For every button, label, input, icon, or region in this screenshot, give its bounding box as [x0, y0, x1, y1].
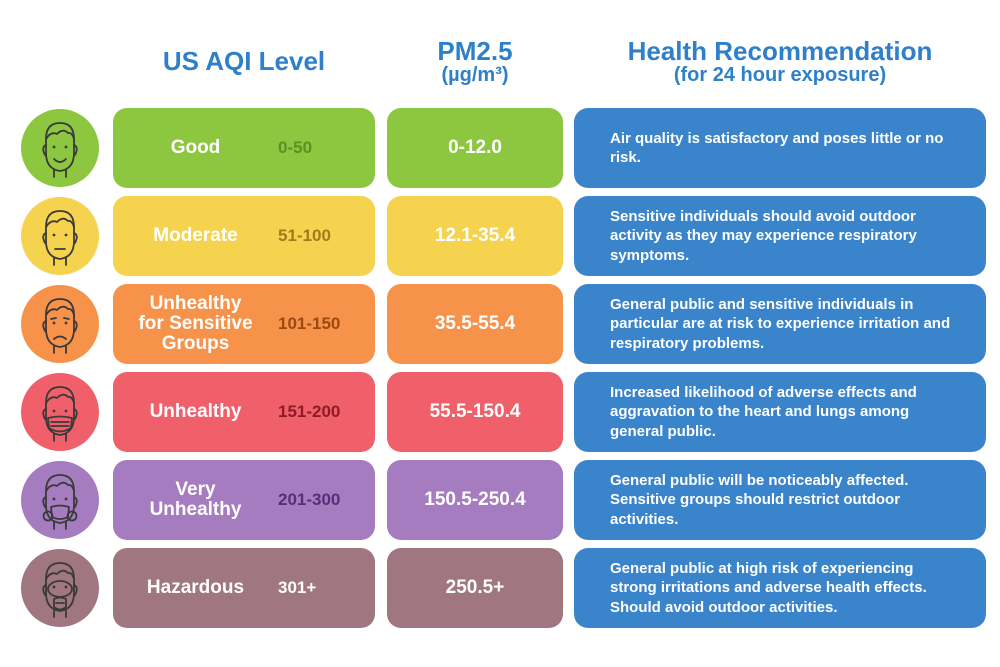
- aqi-row: Unhealthy 151-200 55.5-150.4 Increased like…: [0, 372, 1000, 452]
- header-pm25-unit: (µg/m³): [441, 64, 509, 87]
- aqi-range: 51-100: [278, 226, 331, 245]
- aqi-level-label: Very Unhealthy: [113, 480, 278, 520]
- aqi-level-box: Very Unhealthy 201-300: [113, 460, 375, 540]
- aqi-level-box: Hazardous 301+: [113, 548, 375, 628]
- aqi-row: Unhealthy for Sensitive Groups 101-150 35.5-…: [0, 284, 1000, 364]
- aqi-row: Moderate 51-100 12.1-35.4 Sensitive individ…: [0, 196, 1000, 276]
- header-health-subtitle: (for 24 hour exposure): [673, 64, 887, 87]
- aqi-level-label: Hazardous: [113, 578, 278, 598]
- aqi-range: 0-50: [278, 138, 313, 157]
- aqi-row: Good 0-50 0-12.0 Air quality is satisfactor…: [0, 108, 1000, 188]
- smiling-face-icon: [21, 109, 99, 187]
- health-recommendation: General public will be noticeably affect…: [574, 460, 986, 540]
- health-recommendation: General public and sensitive individuals…: [574, 284, 986, 364]
- sad-face-icon: [21, 285, 99, 363]
- pm25-range: 150.5-250.4: [387, 460, 563, 540]
- health-recommendation: General public at high risk of experienc…: [574, 548, 986, 628]
- header-pm25: PM2.5 (µg/m³): [387, 36, 563, 87]
- pm25-range: 35.5-55.4: [387, 284, 563, 364]
- neutral-face-icon: [21, 197, 99, 275]
- aqi-level-label-line: Unhealthy: [149, 401, 242, 423]
- aqi-level-label: Moderate: [113, 226, 278, 246]
- face-mask-icon: [21, 373, 99, 451]
- aqi-range: 301+: [278, 578, 317, 597]
- aqi-level-label: Good: [113, 138, 278, 158]
- aqi-row: Hazardous 301+ 250.5+ General public at hig…: [0, 548, 1000, 628]
- aqi-level-label-line: Good: [170, 137, 221, 159]
- aqi-level-box: Unhealthy 151-200: [113, 372, 375, 452]
- aqi-range: 201-300: [278, 490, 341, 509]
- health-recommendation: Increased likelihood of adverse effects …: [574, 372, 986, 452]
- aqi-level-label-line: Unhealthy: [149, 293, 242, 315]
- aqi-level-label: Unhealthy for Sensitive Groups: [113, 294, 278, 354]
- aqi-level-label-line: Groups: [161, 332, 230, 354]
- health-recommendation: Air quality is satisfactory and poses li…: [574, 108, 986, 188]
- aqi-level-label-line: Hazardous: [146, 577, 245, 599]
- aqi-level-box: Good 0-50: [113, 108, 375, 188]
- header-health-recommendation: Health Recommendation (for 24 hour expos…: [574, 36, 986, 87]
- header-health-title: Health Recommendation: [627, 36, 933, 66]
- header-aqi-level: US AQI Level: [162, 46, 326, 76]
- aqi-level-box: Unhealthy for Sensitive Groups 101-150: [113, 284, 375, 364]
- pm25-range: 55.5-150.4: [387, 372, 563, 452]
- pm25-range: 12.1-35.4: [387, 196, 563, 276]
- aqi-level-box: Moderate 51-100: [113, 196, 375, 276]
- health-recommendation: Sensitive individuals should avoid outdo…: [574, 196, 986, 276]
- aqi-level-label-line: Moderate: [153, 225, 238, 247]
- aqi-row: Very Unhealthy 201-300 150.5-250.4 General p…: [0, 460, 1000, 540]
- pm25-range: 250.5+: [387, 548, 563, 628]
- header-pm25-title: PM2.5: [437, 36, 513, 66]
- aqi-level-label-line: Very: [175, 479, 216, 501]
- gas-mask-face-icon: [21, 549, 99, 627]
- aqi-range: 101-150: [278, 314, 341, 333]
- respirator-face-icon: [21, 461, 99, 539]
- aqi-level-label-line: Unhealthy: [149, 499, 242, 520]
- aqi-level-label: Unhealthy: [113, 402, 278, 422]
- pm25-range: 0-12.0: [387, 108, 563, 188]
- aqi-level-label-line: for Sensitive: [138, 313, 253, 335]
- aqi-range: 151-200: [278, 402, 341, 421]
